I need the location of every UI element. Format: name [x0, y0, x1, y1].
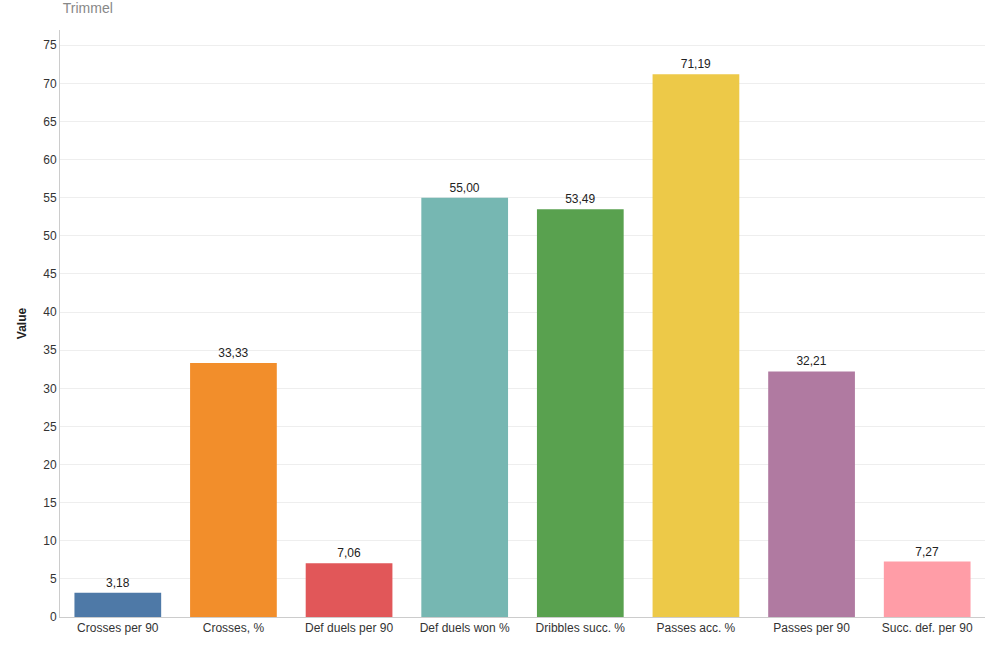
- svg-text:65: 65: [43, 115, 57, 129]
- svg-text:40: 40: [43, 305, 57, 319]
- svg-text:Passes per 90: Passes per 90: [773, 621, 850, 635]
- svg-text:Value: Value: [15, 308, 29, 340]
- svg-text:Passes acc. %: Passes acc. %: [657, 621, 736, 635]
- svg-text:3,18: 3,18: [106, 576, 130, 590]
- svg-text:55,00: 55,00: [450, 181, 480, 195]
- svg-text:50: 50: [43, 229, 57, 243]
- svg-text:Dribbles succ. %: Dribbles succ. %: [536, 621, 626, 635]
- svg-text:45: 45: [43, 267, 57, 281]
- svg-text:Crosses per 90: Crosses per 90: [77, 621, 159, 635]
- svg-text:53,49: 53,49: [565, 192, 595, 206]
- svg-text:60: 60: [43, 153, 57, 167]
- svg-text:33,33: 33,33: [218, 346, 248, 360]
- svg-text:7,27: 7,27: [915, 545, 939, 559]
- svg-text:Def duels per 90: Def duels per 90: [305, 621, 393, 635]
- svg-text:55: 55: [43, 191, 57, 205]
- svg-text:32,21: 32,21: [796, 354, 826, 368]
- svg-text:75: 75: [43, 38, 57, 52]
- svg-text:70: 70: [43, 77, 57, 91]
- svg-text:10: 10: [43, 534, 57, 548]
- svg-text:5: 5: [50, 572, 57, 586]
- svg-text:Succ. def. per 90: Succ. def. per 90: [882, 621, 973, 635]
- svg-text:25: 25: [43, 420, 57, 434]
- svg-text:71,19: 71,19: [681, 57, 711, 71]
- svg-text:Trimmel: Trimmel: [63, 0, 113, 16]
- svg-text:Crosses, %: Crosses, %: [203, 621, 265, 635]
- svg-text:30: 30: [43, 382, 57, 396]
- svg-text:0: 0: [50, 610, 57, 624]
- svg-text:7,06: 7,06: [337, 546, 361, 560]
- svg-text:35: 35: [43, 343, 57, 357]
- svg-text:20: 20: [43, 458, 57, 472]
- svg-text:Def duels won %: Def duels won %: [420, 621, 510, 635]
- svg-text:15: 15: [43, 496, 57, 510]
